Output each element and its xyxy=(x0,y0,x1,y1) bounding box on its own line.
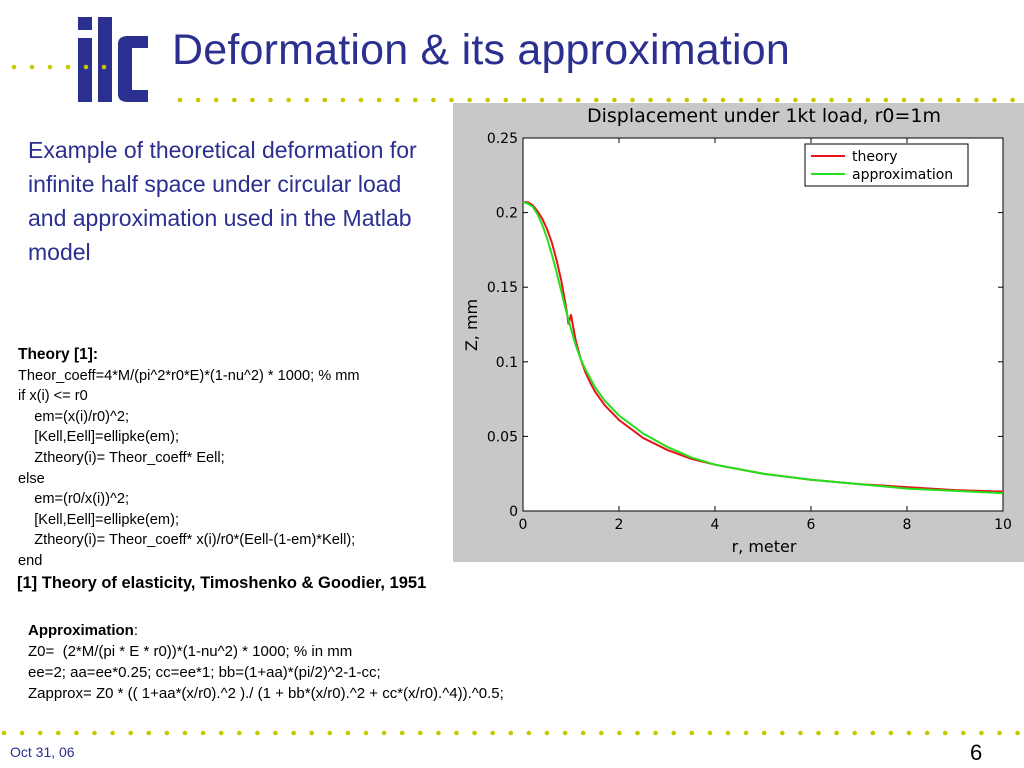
theory-line: em=(r0/x(i))^2; xyxy=(18,491,130,508)
approximation-block: Approximation: Z0= (2*M/(pi * E * r0))*(… xyxy=(28,620,504,704)
y-axis-label: Z, mm xyxy=(462,299,481,351)
reference-text: [1] Theory of elasticity, Timoshenko & G… xyxy=(17,574,427,592)
x-tick-label: 6 xyxy=(807,517,816,533)
y-tick-label: 0.05 xyxy=(487,429,518,445)
header-dots-right xyxy=(177,97,1015,103)
x-tick-label: 0 xyxy=(519,517,528,533)
x-tick-label: 8 xyxy=(903,517,912,533)
theory-code-lines: Theor_coeff=4*M/(pi^2*r0*E)*(1-nu^2) * 1… xyxy=(18,366,448,572)
theory-line: Theor_coeff=4*M/(pi^2*r0*E)*(1-nu^2) * 1… xyxy=(18,367,360,384)
slide-title: Deformation & its approximation xyxy=(172,26,791,74)
theory-block: Theory [1]: Theor_coeff=4*M/(pi^2*r0*E)*… xyxy=(18,345,448,572)
x-tick-label: 2 xyxy=(615,517,624,533)
theory-line: [Kell,Eell]=ellipke(em); xyxy=(18,429,179,446)
x-axis-label: r, meter xyxy=(732,537,797,556)
series-line-approximation xyxy=(522,201,1004,495)
y-tick-label: 0.15 xyxy=(487,280,518,296)
legend-label: theory xyxy=(852,149,898,165)
footer-date: Oct 31, 06 xyxy=(10,744,75,760)
intro-text: Example of theoretical deformation for i… xyxy=(28,137,417,265)
theory-line: if x(i) <= r0 xyxy=(18,388,88,405)
theory-line: em=(x(i)/r0)^2; xyxy=(18,408,130,425)
x-tick-label: 4 xyxy=(711,517,720,533)
approx-heading: Approximation xyxy=(28,622,134,639)
theory-heading: Theory [1]: xyxy=(18,346,99,363)
approx-line: ee=2; aa=ee*0.25; cc=ee*1; bb=(1+aa)*(pi… xyxy=(28,664,381,681)
theory-line: end xyxy=(18,552,43,569)
chart-title: Displacement under 1kt load, r0=1m xyxy=(587,105,941,127)
y-tick-label: 0.25 xyxy=(487,131,518,147)
ilc-logo xyxy=(78,17,148,102)
y-tick-label: 0 xyxy=(509,504,518,520)
page-number: 6 xyxy=(970,740,983,765)
footer-dots xyxy=(1,730,1020,736)
theory-line: [Kell,Eell]=ellipke(em); xyxy=(18,511,179,528)
legend-label: approximation xyxy=(852,167,953,183)
approx-line: Z0= (2*M/(pi * E * r0))*(1-nu^2) * 1000;… xyxy=(28,643,353,660)
y-tick-label: 0.1 xyxy=(496,355,518,371)
approx-colon: : xyxy=(133,622,139,639)
theory-line: Ztheory(i)= Theor_coeff* Eell; xyxy=(18,449,225,466)
chart-legend: theory approximation xyxy=(804,143,969,187)
plot-area xyxy=(522,137,1004,512)
approx-code-lines: Z0= (2*M/(pi * E * r0))*(1-nu^2) * 1000;… xyxy=(28,641,504,704)
y-tick-label: 0.2 xyxy=(496,206,518,222)
header-dots-left xyxy=(11,64,107,70)
theory-line: Ztheory(i)= Theor_coeff* x(i)/r0*(Eell-(… xyxy=(18,532,356,549)
theory-line: else xyxy=(18,470,45,487)
displacement-chart: Displacement under 1kt load, r0=1m 0 2 4 6 8… xyxy=(453,103,1024,562)
x-tick-label: 10 xyxy=(994,517,1012,533)
approx-line: Zapprox= Z0 * (( 1+aa*(x/r0).^2 )./ (1 +… xyxy=(28,685,504,702)
legend-box xyxy=(804,143,969,187)
